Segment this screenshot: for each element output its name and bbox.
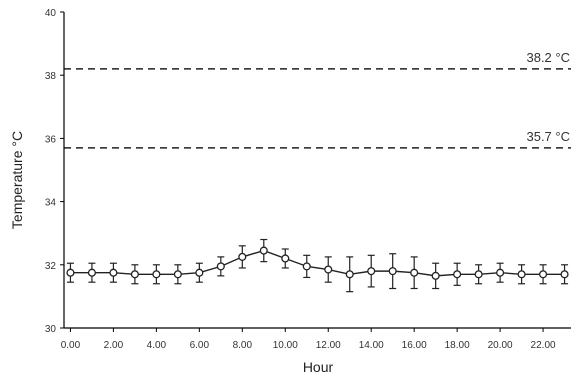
data-point bbox=[87, 268, 96, 277]
data-point bbox=[238, 252, 247, 261]
data-point bbox=[453, 270, 462, 279]
x-tick-label: 2.00 bbox=[104, 340, 124, 351]
data-point bbox=[130, 270, 139, 279]
y-axis-title: Temperature °C bbox=[9, 131, 25, 229]
data-point bbox=[66, 268, 75, 277]
data-point bbox=[410, 268, 419, 277]
data-point bbox=[345, 270, 354, 279]
y-tick-label: 30 bbox=[45, 324, 57, 335]
x-tick-label: 14.00 bbox=[359, 340, 384, 351]
data-point bbox=[517, 270, 526, 279]
x-tick-label: 20.00 bbox=[488, 340, 513, 351]
reference-line-label: 38.2 °C bbox=[526, 50, 570, 65]
data-point bbox=[152, 270, 161, 279]
x-tick-label: 18.00 bbox=[445, 340, 470, 351]
y-tick-label: 32 bbox=[45, 261, 57, 272]
data-point bbox=[195, 268, 204, 277]
data-point bbox=[324, 265, 333, 274]
x-tick-label: 10.00 bbox=[273, 340, 298, 351]
y-tick-label: 36 bbox=[45, 134, 57, 145]
x-tick-label: 4.00 bbox=[147, 340, 167, 351]
x-tick-label: 0.00 bbox=[61, 340, 81, 351]
data-point bbox=[560, 270, 569, 279]
data-point bbox=[281, 254, 290, 263]
axes: 30 32 34 36 38 40 0.00 2.00 4.00 6.00 8.00 10.00 12.… bbox=[45, 8, 571, 351]
y-tick-label: 40 bbox=[45, 8, 57, 19]
series-line bbox=[70, 249, 565, 277]
x-axis-title: Hour bbox=[303, 359, 334, 375]
data-point bbox=[302, 262, 311, 271]
x-tick-label: 22.00 bbox=[531, 340, 556, 351]
y-tick-label: 34 bbox=[45, 198, 57, 209]
data-point bbox=[496, 268, 505, 277]
data-point bbox=[367, 267, 376, 276]
data-point bbox=[173, 270, 182, 279]
data-point bbox=[388, 267, 397, 276]
data-point bbox=[259, 246, 268, 255]
reference-line-label: 35.7 °C bbox=[526, 129, 570, 144]
data-point bbox=[431, 271, 440, 280]
x-tick-label: 16.00 bbox=[402, 340, 427, 351]
x-tick-label: 12.00 bbox=[316, 340, 341, 351]
data-point bbox=[109, 268, 118, 277]
y-tick-label: 38 bbox=[45, 71, 57, 82]
data-point bbox=[474, 270, 483, 279]
x-tick-label: 8.00 bbox=[233, 340, 253, 351]
data-point bbox=[216, 262, 225, 271]
plot-area: 38.2 °C 35.7 °C bbox=[64, 50, 571, 293]
x-tick-label: 6.00 bbox=[190, 340, 210, 351]
data-point bbox=[539, 270, 548, 279]
